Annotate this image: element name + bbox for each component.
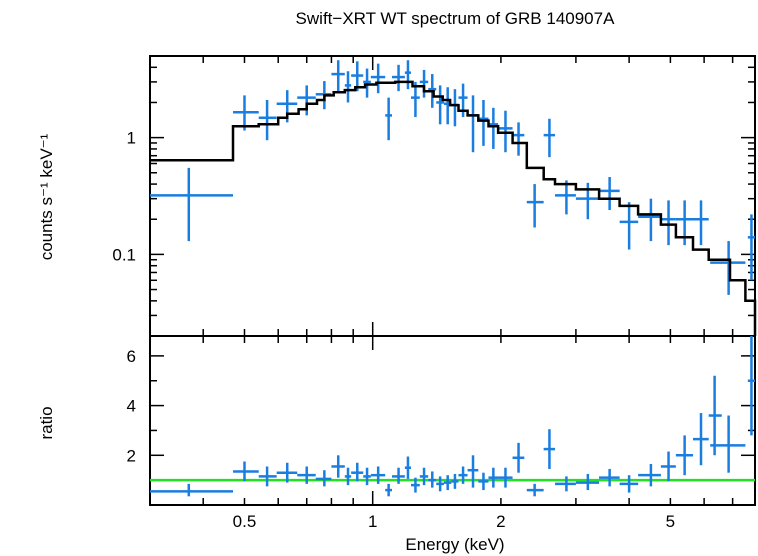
data-point bbox=[370, 63, 386, 94]
data-point bbox=[478, 99, 489, 146]
y-tick-label: 0.1 bbox=[112, 245, 136, 264]
y-tick-label: 2 bbox=[127, 446, 136, 465]
x-tick-label: 1 bbox=[368, 512, 377, 531]
y-tick-label: 1 bbox=[127, 129, 136, 148]
x-tick-label: 5 bbox=[666, 512, 675, 531]
data-point bbox=[619, 475, 639, 493]
data-point bbox=[233, 95, 259, 131]
data-point bbox=[391, 467, 405, 484]
data-point bbox=[543, 118, 556, 158]
data-point bbox=[526, 184, 544, 228]
data-point bbox=[555, 476, 576, 492]
x-axis-title: Energy (keV) bbox=[405, 535, 504, 554]
data-point bbox=[599, 176, 620, 210]
data-point bbox=[619, 202, 639, 250]
data-point bbox=[233, 461, 259, 482]
data-point bbox=[512, 122, 525, 156]
data-point bbox=[331, 455, 345, 478]
ratio-panel: 2 4 6 0.5 1 2 5 bbox=[127, 335, 756, 531]
data-point bbox=[638, 463, 661, 487]
data-point bbox=[443, 475, 452, 491]
data-point bbox=[675, 435, 693, 476]
data-point bbox=[488, 467, 499, 488]
data-point bbox=[478, 472, 489, 491]
data-point bbox=[150, 483, 234, 497]
data-point bbox=[351, 462, 364, 482]
data-point bbox=[599, 468, 620, 487]
y-tick-label: 4 bbox=[127, 397, 136, 416]
data-point bbox=[344, 71, 352, 103]
data-point bbox=[451, 473, 459, 489]
data-point bbox=[436, 85, 444, 125]
data-point bbox=[331, 60, 345, 92]
data-point bbox=[410, 477, 420, 493]
data-point bbox=[297, 466, 316, 484]
data-point bbox=[467, 95, 479, 153]
spectrum-panel: 10.1 bbox=[112, 55, 757, 337]
data-point bbox=[315, 470, 332, 487]
data-point bbox=[692, 200, 709, 246]
model-step-curve bbox=[150, 80, 757, 336]
panel-frame bbox=[149, 335, 756, 506]
panel-frame bbox=[149, 55, 756, 337]
data-point bbox=[419, 467, 429, 486]
data-point bbox=[370, 466, 386, 484]
x-tick-label: 0.5 bbox=[233, 512, 257, 531]
data-point bbox=[498, 467, 513, 488]
data-point bbox=[543, 429, 556, 469]
data-point bbox=[150, 167, 234, 242]
data-point bbox=[710, 415, 746, 473]
data-point bbox=[555, 180, 576, 215]
data-point bbox=[692, 413, 709, 466]
data-point bbox=[467, 455, 479, 488]
data-point bbox=[708, 375, 722, 456]
data-point bbox=[747, 336, 755, 436]
data-point bbox=[660, 200, 676, 246]
data-point bbox=[404, 60, 411, 90]
y-tick-label: 6 bbox=[127, 347, 136, 366]
data-point bbox=[458, 83, 468, 118]
data-point bbox=[512, 442, 525, 473]
data-point bbox=[385, 483, 392, 497]
data-point bbox=[344, 467, 352, 486]
data-point bbox=[391, 64, 405, 92]
data-point bbox=[363, 68, 371, 98]
data-point bbox=[498, 110, 513, 153]
chart-title: Swift−XRT WT spectrum of GRB 140907A bbox=[296, 9, 616, 28]
data-point bbox=[436, 476, 444, 492]
data-point bbox=[638, 198, 661, 242]
data-point bbox=[385, 97, 392, 141]
x-tick-label: 2 bbox=[496, 512, 505, 531]
data-point bbox=[526, 483, 544, 497]
top-panel-y-axis-title: counts s⁻¹ keV⁻¹ bbox=[37, 133, 56, 260]
data-point bbox=[363, 467, 371, 486]
data-point bbox=[428, 471, 437, 488]
data-point bbox=[458, 466, 468, 484]
data-point bbox=[404, 456, 411, 479]
data-point bbox=[258, 99, 277, 141]
data-point bbox=[747, 214, 755, 281]
data-point bbox=[710, 241, 746, 295]
data-point bbox=[276, 462, 298, 483]
bottom-panel-y-axis-title: ratio bbox=[37, 406, 56, 439]
data-point bbox=[419, 69, 429, 98]
data-point bbox=[258, 466, 277, 487]
data-point bbox=[488, 107, 499, 149]
data-point bbox=[410, 81, 420, 118]
data-point bbox=[575, 473, 600, 491]
data-point bbox=[660, 451, 676, 482]
data-point bbox=[297, 85, 316, 116]
